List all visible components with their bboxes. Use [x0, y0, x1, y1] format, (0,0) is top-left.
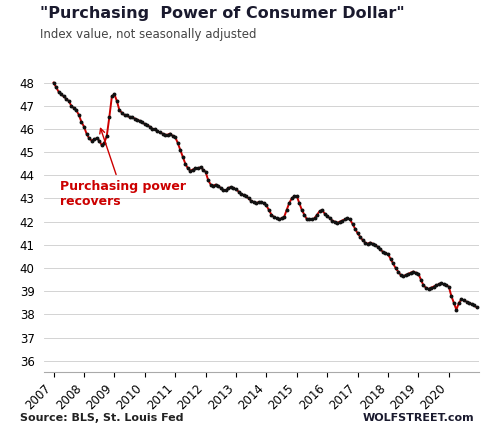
Text: Index value, not seasonally adjusted: Index value, not seasonally adjusted — [40, 28, 256, 41]
Text: WOLFSTREET.com: WOLFSTREET.com — [363, 413, 474, 423]
Text: "Purchasing  Power of Consumer Dollar": "Purchasing Power of Consumer Dollar" — [40, 6, 404, 21]
Text: Purchasing power
recovers: Purchasing power recovers — [60, 128, 186, 208]
Text: Source: BLS, St. Louis Fed: Source: BLS, St. Louis Fed — [20, 413, 183, 423]
